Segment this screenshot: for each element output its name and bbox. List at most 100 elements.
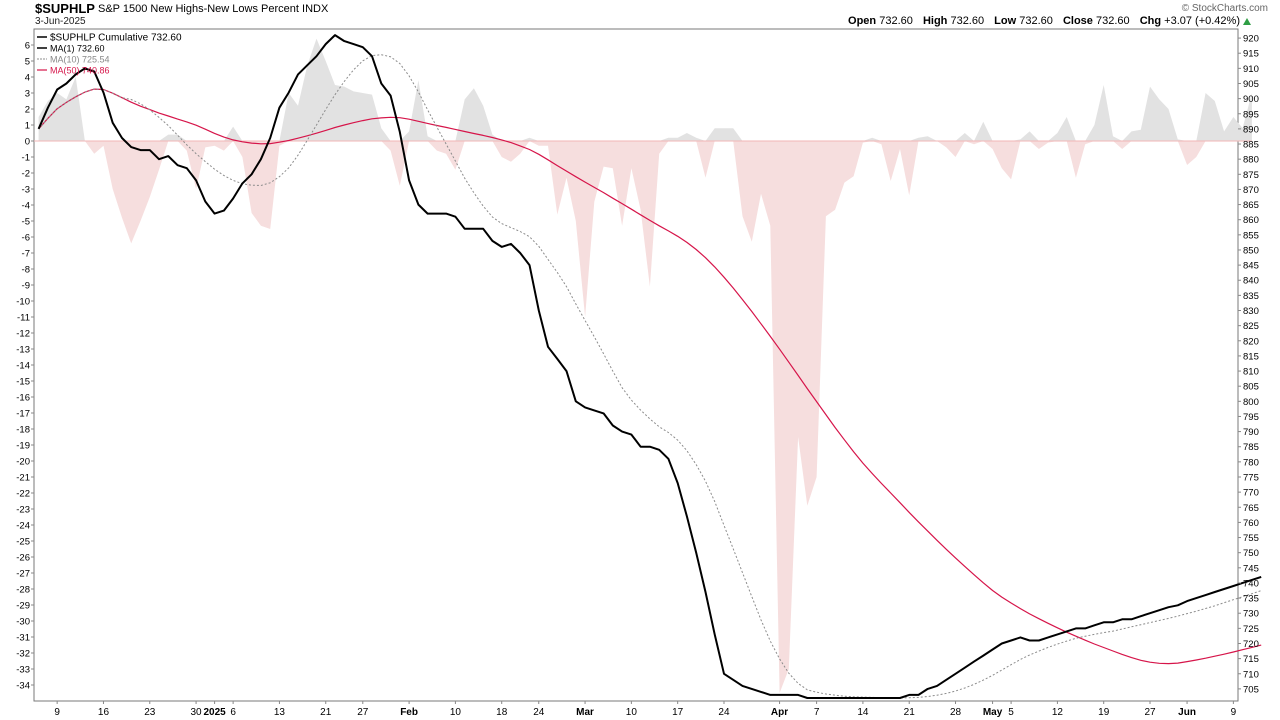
right-tick-label: 795 xyxy=(1243,412,1259,423)
left-tick-label: -33 xyxy=(16,665,30,676)
open-label: Open xyxy=(848,15,877,27)
left-tick-label: -8 xyxy=(22,265,30,276)
right-tick-label: 900 xyxy=(1243,94,1259,105)
left-tick-label: -30 xyxy=(16,617,30,628)
right-tick-label: 865 xyxy=(1243,200,1259,211)
left-tick-label: -21 xyxy=(16,473,30,484)
left-tick-label: -25 xyxy=(16,537,30,548)
x-tick-label: 10 xyxy=(450,707,462,718)
x-tick-label: 27 xyxy=(357,707,369,718)
x-tick-label: 21 xyxy=(320,707,332,718)
right-tick-label: 880 xyxy=(1243,155,1259,166)
right-tick-label: 755 xyxy=(1243,533,1259,544)
right-tick-label: 825 xyxy=(1243,321,1259,332)
left-tick-label: -31 xyxy=(16,633,30,644)
high-value: 732.60 xyxy=(950,15,985,27)
plot-frame xyxy=(33,28,1239,702)
right-tick-label: 845 xyxy=(1243,261,1259,272)
x-tick-label: 21 xyxy=(904,707,916,718)
left-tick-label: 2 xyxy=(25,105,30,116)
right-tick-label: 775 xyxy=(1243,473,1259,484)
right-tick-label: 750 xyxy=(1243,548,1259,559)
high-label: High xyxy=(922,15,948,27)
left-axis: 6 5 4 3 2 1 0 -1 -2 -3 -4 -5 -6 -7 -8 -9 -10 -11 -12 -13 -14… xyxy=(16,41,34,692)
left-tick-label: -24 xyxy=(16,521,30,532)
right-tick-label: 805 xyxy=(1243,382,1259,393)
open-value: 732.60 xyxy=(879,15,913,27)
x-tick-label: 16 xyxy=(98,707,110,718)
left-tick-label: -1 xyxy=(22,153,30,164)
x-tick-label: 30 xyxy=(191,707,203,718)
left-tick-label: -32 xyxy=(16,649,30,660)
left-tick-label: -13 xyxy=(16,345,30,356)
right-tick-label: 860 xyxy=(1243,215,1259,226)
right-tick-label: 720 xyxy=(1243,639,1259,650)
right-tick-label: 855 xyxy=(1243,230,1259,241)
x-tick-label: 13 xyxy=(274,707,286,718)
left-tick-label: -26 xyxy=(16,553,30,564)
left-tick-label: -29 xyxy=(16,601,30,612)
left-tick-label: -12 xyxy=(16,329,30,340)
legend-entry: MA(1) 732.60 xyxy=(50,44,105,54)
x-tick-label: 12 xyxy=(1052,707,1064,718)
left-tick-label: -34 xyxy=(16,681,30,692)
right-tick-label: 715 xyxy=(1243,654,1259,665)
x-tick-label: Mar xyxy=(576,707,594,718)
right-tick-label: 910 xyxy=(1243,64,1259,75)
ma50-line xyxy=(38,88,1262,665)
ticker-symbol: $SUPHLP xyxy=(35,1,95,16)
left-tick-label: -14 xyxy=(16,361,30,372)
chart-header: $SUPHLP S&P 1500 New Highs-New Lows Perc… xyxy=(0,0,1280,30)
index-tag: INDX xyxy=(302,3,329,15)
low-value: 732.60 xyxy=(1019,15,1053,27)
close-label: Close xyxy=(1062,15,1093,27)
left-tick-label: -15 xyxy=(16,377,30,388)
left-tick-label: -11 xyxy=(17,313,30,324)
x-tick-label: 5 xyxy=(1008,707,1014,718)
right-tick-label: 710 xyxy=(1243,669,1259,680)
ohlc-readout: Open 732.60 High 732.60 Low 732.60 Close… xyxy=(848,15,1240,27)
x-tick-label: 27 xyxy=(1144,707,1156,718)
right-tick-label: 740 xyxy=(1243,578,1259,589)
right-tick-label: 765 xyxy=(1243,503,1259,514)
x-tick-label: 9 xyxy=(1231,707,1237,718)
x-tick-label: Feb xyxy=(400,707,418,718)
right-tick-label: 780 xyxy=(1243,457,1259,468)
left-tick-label: -23 xyxy=(16,505,30,516)
negative-area xyxy=(38,141,1252,693)
right-tick-label: 830 xyxy=(1243,306,1259,317)
right-tick-label: 820 xyxy=(1243,336,1259,347)
left-tick-label: 3 xyxy=(25,89,30,100)
right-tick-label: 815 xyxy=(1243,351,1259,362)
series-lines xyxy=(37,34,1262,699)
right-tick-label: 745 xyxy=(1243,563,1259,574)
x-tick-label: 6 xyxy=(230,707,236,718)
right-tick-label: 835 xyxy=(1243,291,1259,302)
x-tick-label: 10 xyxy=(626,707,638,718)
left-tick-label: -16 xyxy=(16,393,30,404)
positive-area xyxy=(38,38,1252,141)
right-tick-label: 905 xyxy=(1243,79,1259,90)
left-tick-label: -19 xyxy=(16,441,30,452)
left-tick-label: 4 xyxy=(25,73,30,84)
left-tick-label: 5 xyxy=(25,57,30,68)
histogram-area xyxy=(38,38,1252,693)
x-tick-label: 9 xyxy=(54,707,60,718)
right-tick-label: 895 xyxy=(1243,109,1259,120)
up-arrow-icon xyxy=(1243,18,1251,25)
brand-watermark: © StockCharts.com xyxy=(1181,3,1268,14)
right-axis: 920 915 910 905 900 895 890 885 880 875 870 865 860 8… xyxy=(1238,34,1259,695)
x-tick-label: 18 xyxy=(496,707,508,718)
chg-label: Chg xyxy=(1139,15,1162,27)
right-tick-label: 840 xyxy=(1243,276,1259,287)
x-axis: 9 16 23 30 2025 6 13 21 27 Feb 10 18 24 Mar 10 17 24 Apr 7… xyxy=(54,701,1237,718)
right-tick-label: 885 xyxy=(1243,140,1259,151)
right-tick-label: 770 xyxy=(1243,488,1259,499)
chg-value: +3.07 (+0.42%) xyxy=(1164,15,1240,27)
x-tick-label: 24 xyxy=(718,707,730,718)
left-tick-label: 0 xyxy=(25,137,30,148)
left-tick-label: -5 xyxy=(22,217,30,228)
left-tick-label: -20 xyxy=(16,457,30,468)
x-tick-label: 28 xyxy=(950,707,962,718)
left-tick-label: 6 xyxy=(25,41,30,52)
